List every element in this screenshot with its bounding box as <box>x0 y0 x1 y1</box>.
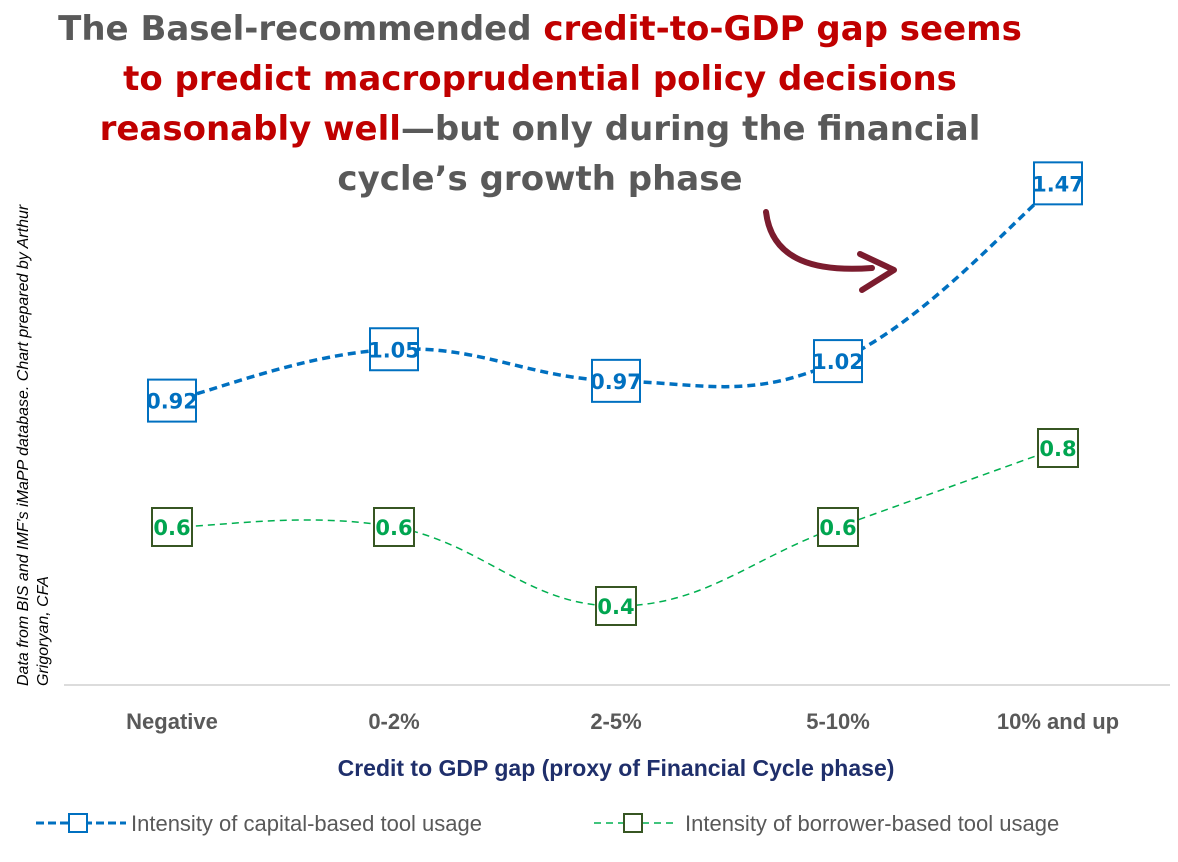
data-label-borrower: 0.6 <box>153 516 190 540</box>
annotation-arrowhead-icon <box>857 251 897 293</box>
series-line-capital <box>171 181 1060 403</box>
data-point-borrower[interactable] <box>595 586 637 626</box>
legend-capital-marker <box>68 813 88 833</box>
data-label-capital: 0.92 <box>146 390 198 414</box>
data-point-capital[interactable] <box>813 339 863 384</box>
title-part-red: credit-to-GDP gap seems to predict macro… <box>99 9 1022 149</box>
x-tick-label: 2-5% <box>590 709 641 734</box>
title-part-gray-2: —but only during the financial cycle’s g… <box>337 109 981 199</box>
data-label-capital: 0.97 <box>590 370 642 394</box>
x-tick-label: 0-2% <box>368 709 419 734</box>
annotation-arrow-icon <box>763 209 875 272</box>
legend-capital-label: Intensity of capital-based tool usage <box>131 811 482 836</box>
data-label-capital: 1.05 <box>368 338 420 362</box>
data-point-capital[interactable] <box>147 378 197 423</box>
data-point-capital[interactable] <box>1033 161 1083 206</box>
series-line-borrower <box>171 447 1059 607</box>
data-point-borrower[interactable] <box>151 507 193 547</box>
data-point-capital[interactable] <box>591 358 641 403</box>
data-point-borrower[interactable] <box>817 507 859 547</box>
data-point-borrower[interactable] <box>373 507 415 547</box>
title-part-gray-1: The Basel-recommended <box>58 9 544 49</box>
chart-title: The Basel-recommended credit-to-GDP gap … <box>40 4 1040 204</box>
legend-item-capital[interactable]: Intensity of capital-based tool usage <box>36 811 482 836</box>
series-borrower: 0.6 0.6 0.4 0.6 0.8 <box>151 428 1079 626</box>
data-point-capital[interactable] <box>369 327 419 372</box>
data-label-borrower: 0.4 <box>597 595 634 619</box>
data-point-borrower[interactable] <box>1037 428 1079 468</box>
legend: Intensity of capital-based tool usage In… <box>36 811 1059 836</box>
x-tick-label: Negative <box>126 709 218 734</box>
x-tick-label: 10% and up <box>997 709 1119 734</box>
data-label-borrower: 0.8 <box>1039 437 1076 461</box>
legend-item-borrower[interactable]: Intensity of borrower-based tool usage <box>594 811 1059 836</box>
x-axis-title: Credit to GDP gap (proxy of Financial Cy… <box>338 755 895 781</box>
series-capital: 0.92 1.05 0.97 1.02 1.47 <box>146 161 1084 423</box>
legend-borrower-label: Intensity of borrower-based tool usage <box>685 811 1059 836</box>
data-label-borrower: 0.6 <box>375 516 412 540</box>
series-group: 0.92 1.05 0.97 1.02 1.47 0.6 0.6 0.4 0.6 0.8 <box>146 161 1084 626</box>
data-label-capital: 1.02 <box>812 350 864 374</box>
legend-borrower-marker <box>623 813 643 833</box>
data-label-borrower: 0.6 <box>819 516 856 540</box>
x-tick-label: 5-10% <box>806 709 870 734</box>
data-label-capital: 1.47 <box>1032 172 1084 196</box>
x-axis-ticks: Negative 0-2% 2-5% 5-10% 10% and up <box>126 709 1119 734</box>
